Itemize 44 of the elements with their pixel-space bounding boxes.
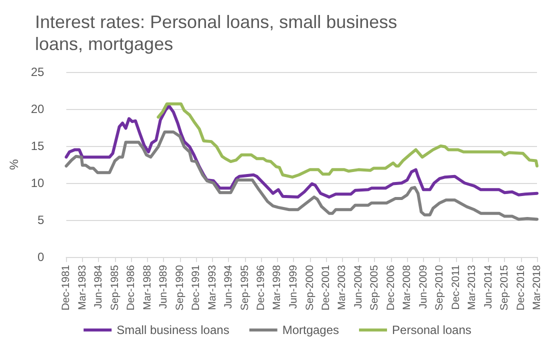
x-tick-label: Dec-2011 (450, 264, 462, 310)
x-tick-label: Mar-1998 (271, 264, 284, 310)
x-tick-label: Jun-2014 (482, 264, 494, 309)
x-tick-label: Jun-1989 (158, 264, 170, 309)
line-series (156, 102, 538, 179)
legend-label: Small business loans (116, 323, 230, 337)
x-tick-label: Jun-1994 (222, 264, 235, 309)
x-tick-label: Jun-1999 (288, 264, 300, 309)
x-tick-label: Mar-1993 (206, 264, 218, 310)
y-tick-label: 25 (30, 65, 45, 79)
x-tick-label: Mar-2013 (466, 264, 478, 310)
x-tick-label: Sep-2015 (498, 264, 511, 311)
line-series (64, 130, 538, 221)
x-tick-label: Jun-2009 (417, 264, 430, 309)
x-tick-label: Mar-1988 (141, 264, 154, 310)
y-axis-title: % (7, 158, 21, 170)
x-tick-label: Sep-1995 (238, 264, 251, 311)
x-tick-label: Jun-2004 (352, 264, 364, 309)
x-tick-label: Mar-2003 (336, 264, 348, 310)
chart-title: Interest rates: Personal loans, small business loans, mortgages (35, 12, 402, 54)
y-tick-label: 5 (38, 213, 45, 227)
x-tick-label: Dec-1991 (190, 264, 202, 311)
y-tick-label: 15 (30, 139, 45, 153)
x-tick-label: Mar-1983 (76, 264, 88, 310)
x-tick-label: Dec-1996 (255, 264, 268, 311)
line-series (64, 104, 538, 199)
legend-label: Mortgages (282, 323, 340, 337)
x-tick-label: Dec-1986 (125, 264, 138, 311)
x-tick-label: Sep-2000 (304, 264, 316, 311)
y-tick-label: 20 (30, 102, 45, 116)
x-tick-label: Sep-2010 (434, 264, 446, 311)
x-tick-label: Sep-1990 (174, 264, 186, 311)
x-tick-label: Mar-2018 (531, 264, 543, 310)
x-tick-label: Dec-2016 (514, 264, 527, 311)
x-tick-label: Mar-2008 (401, 264, 414, 310)
x-tick-label: Sep-2005 (368, 264, 381, 311)
y-tick-label: 0 (38, 250, 45, 264)
x-tick-label: Dec-1981 (60, 264, 72, 311)
x-tick-label: Dec-2006 (384, 264, 397, 311)
y-tick-label: 10 (30, 176, 45, 190)
legend-label: Personal loans (392, 323, 472, 337)
x-tick-label: Jun-1984 (92, 264, 105, 309)
x-tick-label: Sep-1985 (108, 264, 121, 311)
x-tick-label: Dec-2001 (320, 264, 332, 311)
